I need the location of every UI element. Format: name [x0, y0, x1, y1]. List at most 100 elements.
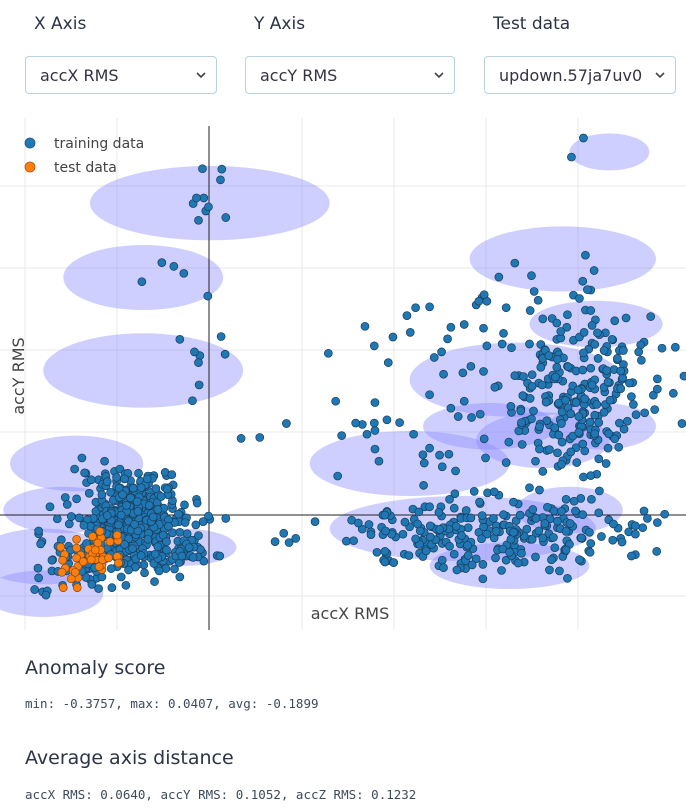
- training-point: [162, 537, 171, 546]
- training-point: [449, 503, 459, 513]
- training-point: [404, 551, 414, 560]
- training-point: [479, 290, 489, 300]
- training-point: [563, 362, 573, 372]
- legend-label-test: test data: [54, 160, 117, 176]
- training-point: [586, 363, 596, 373]
- test-data-select[interactable]: updown.57ja7uv0: [484, 56, 676, 94]
- training-point: [579, 133, 588, 143]
- training-point: [629, 400, 638, 409]
- y-axis-select[interactable]: accY RMS: [245, 56, 455, 94]
- x-axis-select-value: accX RMS: [40, 65, 119, 85]
- training-point: [425, 502, 434, 512]
- training-point: [175, 334, 185, 344]
- training-point: [545, 565, 554, 575]
- training-point: [578, 510, 588, 519]
- training-point: [610, 434, 620, 444]
- training-point: [47, 555, 57, 565]
- training-point: [527, 381, 537, 391]
- training-point: [533, 295, 543, 305]
- test-point: [78, 557, 88, 566]
- training-point: [527, 534, 537, 544]
- y-axis-label: Y Axis: [254, 14, 306, 34]
- test-point: [66, 574, 76, 584]
- training-point: [538, 314, 548, 324]
- training-point: [625, 378, 634, 388]
- training-point: [640, 408, 650, 418]
- training-point: [380, 547, 390, 556]
- training-point: [491, 527, 501, 536]
- test-point: [72, 543, 81, 553]
- training-point: [382, 415, 392, 425]
- training-point: [594, 508, 604, 518]
- training-point: [585, 547, 595, 557]
- training-point: [552, 362, 562, 372]
- training-point: [553, 354, 562, 364]
- training-point: [613, 354, 622, 363]
- chevron-down-icon: [196, 72, 206, 79]
- training-point: [477, 534, 486, 544]
- training-point: [585, 417, 595, 427]
- x-axis-title: accX RMS: [311, 604, 390, 623]
- training-point: [411, 303, 420, 313]
- training-point: [653, 384, 662, 394]
- training-point: [204, 202, 213, 212]
- training-point: [333, 471, 343, 481]
- training-point: [587, 321, 597, 330]
- training-point: [180, 518, 190, 527]
- training-point: [409, 429, 418, 439]
- training-point: [602, 366, 612, 375]
- training-point: [372, 547, 382, 557]
- training-point: [116, 572, 126, 582]
- training-point: [510, 371, 520, 380]
- training-point: [479, 434, 489, 444]
- training-point: [413, 519, 422, 529]
- training-point: [610, 316, 620, 326]
- training-point: [609, 519, 618, 529]
- training-point: [184, 543, 194, 553]
- training-point: [631, 521, 640, 531]
- training-point: [62, 500, 72, 509]
- training-point: [631, 410, 641, 420]
- training-point: [509, 497, 518, 507]
- test-point: [56, 542, 65, 552]
- x-axis-label: X Axis: [34, 14, 87, 34]
- training-point: [477, 511, 487, 520]
- training-point: [549, 533, 558, 542]
- cluster-ellipse: [569, 133, 650, 171]
- training-point: [459, 396, 469, 406]
- test-point: [94, 562, 104, 572]
- training-point: [604, 429, 614, 439]
- training-point: [33, 563, 43, 573]
- training-point: [405, 328, 415, 337]
- training-point: [453, 412, 463, 421]
- training-point: [583, 285, 592, 294]
- training-point: [137, 277, 147, 287]
- x-axis-select[interactable]: accX RMS: [25, 56, 217, 94]
- training-point: [445, 541, 454, 551]
- training-point: [370, 398, 380, 407]
- chevron-down-icon: [434, 72, 444, 79]
- training-point: [569, 496, 579, 506]
- training-point: [383, 358, 393, 367]
- training-point: [446, 403, 456, 413]
- training-point: [217, 164, 227, 174]
- training-point: [444, 449, 454, 459]
- training-point: [148, 512, 158, 522]
- training-point: [459, 320, 469, 329]
- training-point: [106, 564, 116, 573]
- training-point: [529, 406, 538, 416]
- training-point: [499, 510, 508, 519]
- training-point: [599, 346, 609, 355]
- training-point: [471, 554, 481, 564]
- training-point: [627, 392, 636, 401]
- test-point: [104, 553, 113, 563]
- training-point: [418, 450, 428, 460]
- training-point: [494, 272, 504, 282]
- training-point: [573, 385, 583, 395]
- training-point: [553, 448, 562, 458]
- training-point: [557, 437, 567, 447]
- test-point: [58, 583, 68, 593]
- training-point: [619, 346, 628, 355]
- training-point: [638, 523, 648, 533]
- training-point: [419, 458, 429, 468]
